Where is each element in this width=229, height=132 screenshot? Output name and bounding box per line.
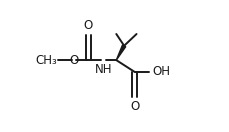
Text: O: O [83, 19, 93, 32]
Text: NH: NH [94, 63, 112, 76]
Text: CH₃: CH₃ [35, 54, 57, 67]
Text: OH: OH [152, 65, 169, 78]
Polygon shape [116, 45, 125, 60]
Text: O: O [129, 100, 139, 113]
Text: O: O [69, 54, 78, 67]
